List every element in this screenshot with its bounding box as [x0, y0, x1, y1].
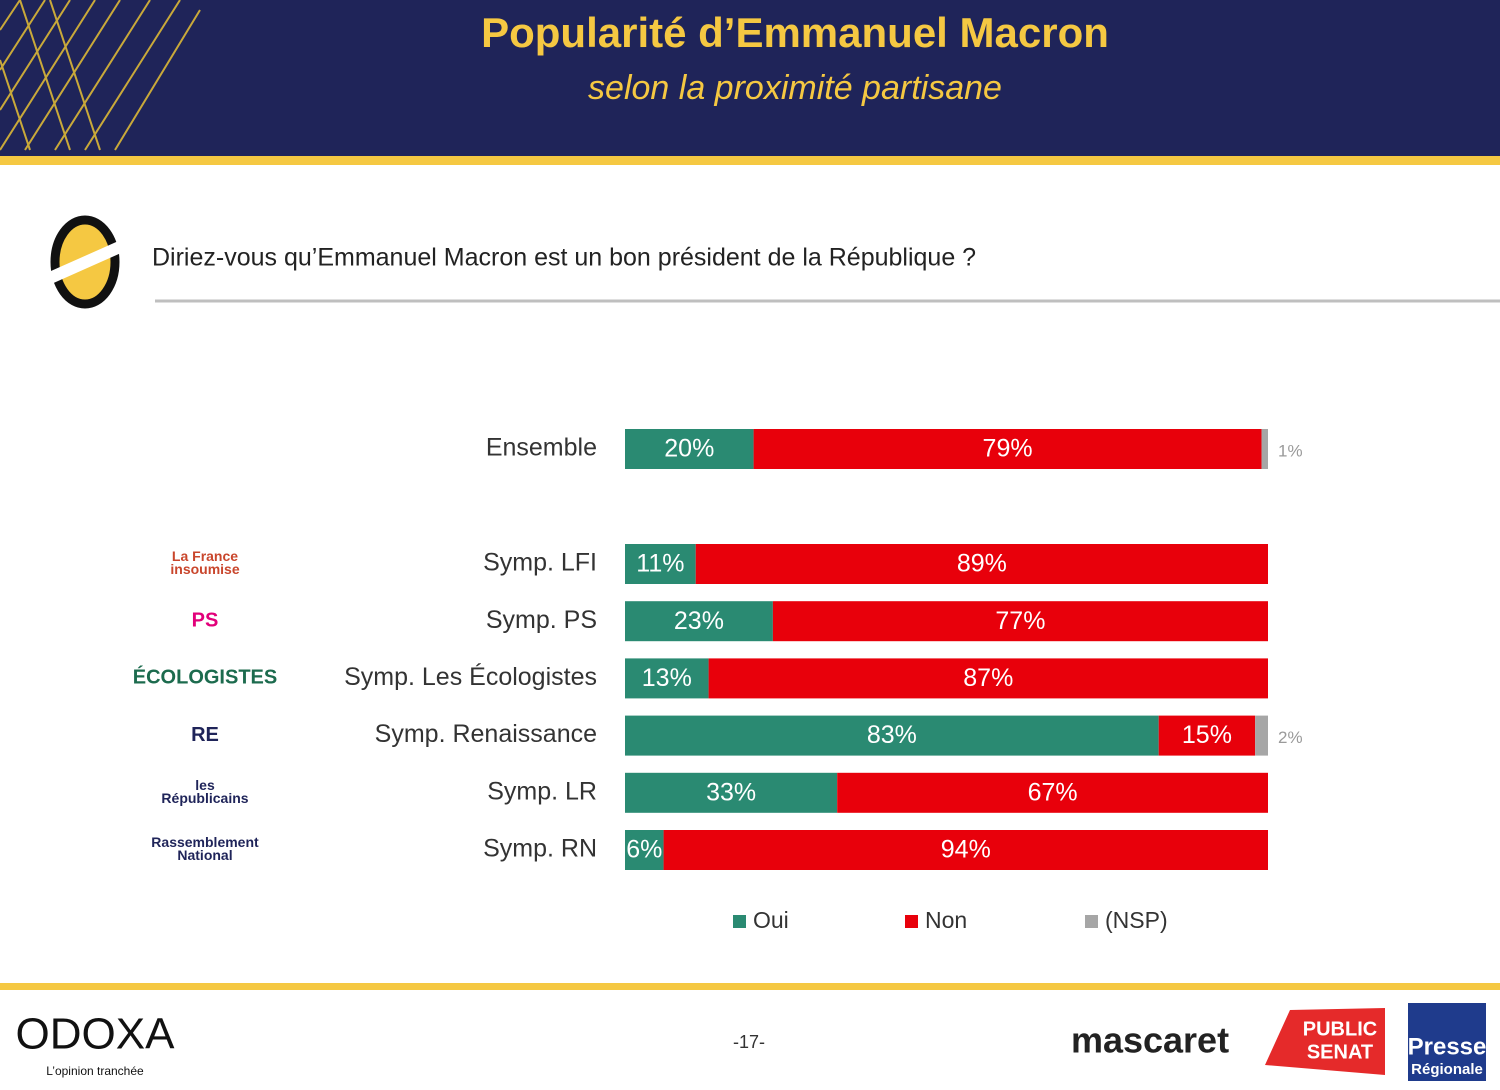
partner-logo: SENAT	[1307, 1041, 1373, 1063]
bar-segment	[625, 715, 1159, 756]
legend-label: Oui	[753, 907, 789, 933]
partner-logo: Presse	[1408, 1033, 1487, 1060]
party-logo: Républicains	[161, 790, 248, 806]
value-label: 94%	[941, 836, 991, 864]
bar-segment	[837, 772, 1268, 813]
bar-segment	[708, 658, 1268, 699]
party-logo: les	[195, 777, 215, 793]
bar-segment	[625, 772, 838, 813]
header-band	[0, 0, 1500, 156]
bar-segment	[1255, 715, 1268, 756]
value-label: 89%	[957, 550, 1007, 578]
question-icon	[47, 215, 125, 309]
partner-logo: Régionale	[1411, 1061, 1483, 1078]
category-label: Symp. RN	[483, 835, 597, 863]
value-label: 11%	[636, 550, 684, 578]
subtitle: selon la proximité partisane	[588, 69, 1002, 107]
header-pattern	[0, 0, 201, 151]
bar-segment	[625, 544, 696, 584]
value-label: 2%	[1278, 728, 1303, 747]
category-label: Ensemble	[486, 434, 597, 462]
value-label: 6%	[626, 836, 662, 864]
party-logo: RE	[191, 724, 219, 746]
partner-logo: mascaret	[1071, 1020, 1229, 1061]
legend-label: Non	[925, 907, 967, 933]
bar-segment	[625, 658, 709, 699]
value-label: 87%	[963, 664, 1013, 692]
category-label: Symp. Renaissance	[375, 720, 597, 748]
party-logo: Rassemblement	[151, 834, 259, 850]
party-logo: National	[177, 847, 232, 863]
bar-segment	[772, 601, 1268, 642]
value-label: 20%	[664, 435, 714, 463]
footer-stripe	[0, 983, 1500, 990]
legend-swatch	[905, 915, 918, 928]
footer-tagline: L’opinion tranchée	[46, 1064, 144, 1078]
bar-segment	[753, 429, 1262, 469]
partner-logo: PUBLIC	[1303, 1018, 1377, 1040]
bar-segment	[625, 601, 773, 642]
value-label: 23%	[674, 607, 724, 635]
value-label: 79%	[983, 435, 1033, 463]
value-label: 33%	[706, 778, 756, 806]
value-label: 77%	[995, 607, 1045, 635]
title: Popularité d’Emmanuel Macron	[481, 9, 1109, 56]
legend-swatch	[1085, 915, 1098, 928]
question: Diriez-vous qu’Emmanuel Macron est un bo…	[152, 244, 976, 272]
bar-segment	[625, 830, 664, 870]
partner-logo-shape	[1265, 1008, 1385, 1075]
value-label: 67%	[1028, 778, 1078, 806]
category-label: Symp. Les Écologistes	[344, 662, 597, 691]
party-logo: ÉCOLOGISTES	[133, 666, 277, 689]
bar-segment	[625, 429, 754, 469]
party-logo: PS	[192, 609, 219, 631]
value-label: 83%	[867, 721, 917, 749]
footer-brand: ODOXA	[16, 1010, 176, 1059]
category-label: Symp. PS	[486, 606, 597, 634]
party-logo: La France	[172, 548, 238, 564]
category-label: Symp. LFI	[483, 549, 597, 577]
bar-segment	[1158, 715, 1256, 756]
bar-segment	[663, 830, 1268, 870]
legend-label: (NSP)	[1105, 907, 1168, 933]
category-label: Symp. LR	[487, 777, 597, 805]
page-number: -17-	[733, 1032, 765, 1052]
header-stripe	[0, 156, 1500, 165]
value-label: 15%	[1182, 721, 1232, 749]
legend-swatch	[733, 915, 746, 928]
bar-segment	[695, 544, 1268, 584]
value-label: 13%	[642, 664, 692, 692]
partner-logo-shape	[1408, 1003, 1486, 1081]
party-logo: insoumise	[170, 561, 239, 577]
value-label: 1%	[1278, 441, 1303, 460]
bar-segment	[1261, 429, 1268, 469]
